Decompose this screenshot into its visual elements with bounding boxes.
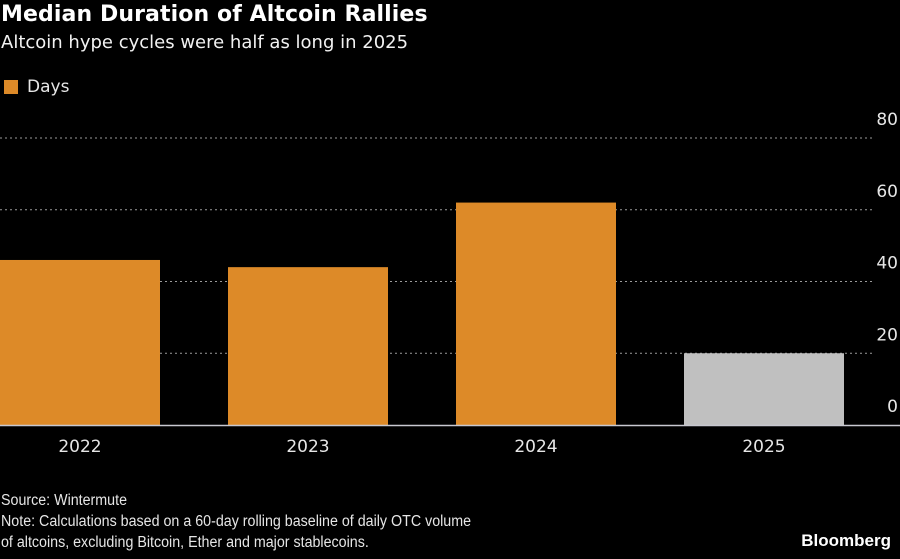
x-tick-label: 2024 <box>514 437 557 457</box>
x-tick-label: 2025 <box>742 437 785 457</box>
chart-subtitle: Altcoin hype cycles were half as long in… <box>1 32 409 53</box>
methodology-note-line-2: of altcoins, excluding Bitcoin, Ether an… <box>1 534 369 551</box>
bar-2023 <box>228 267 388 425</box>
x-tick-label: 2022 <box>58 437 101 457</box>
y-tick-label: 40 <box>876 254 898 274</box>
y-tick-label: 20 <box>876 325 898 345</box>
methodology-note-line-1: Note: Calculations based on a 60-day rol… <box>1 513 472 530</box>
chart-title: Median Duration of Altcoin Rallies <box>1 2 428 27</box>
y-axis-ticks: 0 20 40 60 80 <box>876 110 898 417</box>
y-tick-label: 60 <box>876 182 898 202</box>
bloomberg-logo: Bloomberg <box>801 531 891 550</box>
footer: Source: Wintermute Note: Calculations ba… <box>1 490 512 553</box>
legend-swatch-days <box>4 80 18 94</box>
bars <box>0 202 844 425</box>
x-axis-ticks: 2022 2023 2024 2025 <box>58 437 785 457</box>
y-tick-label: 0 <box>887 397 898 417</box>
bar-2022 <box>0 259 160 425</box>
legend: Days <box>4 77 69 97</box>
x-tick-label: 2023 <box>286 437 329 457</box>
source-note: Source: Wintermute <box>1 492 128 509</box>
y-tick-label: 80 <box>876 110 898 130</box>
bar-2025 <box>684 353 844 425</box>
legend-label-days: Days <box>27 77 70 97</box>
bar-chart: 0 20 40 60 80 2022 2023 2024 2025 <box>0 110 900 457</box>
bar-2024 <box>456 202 616 425</box>
